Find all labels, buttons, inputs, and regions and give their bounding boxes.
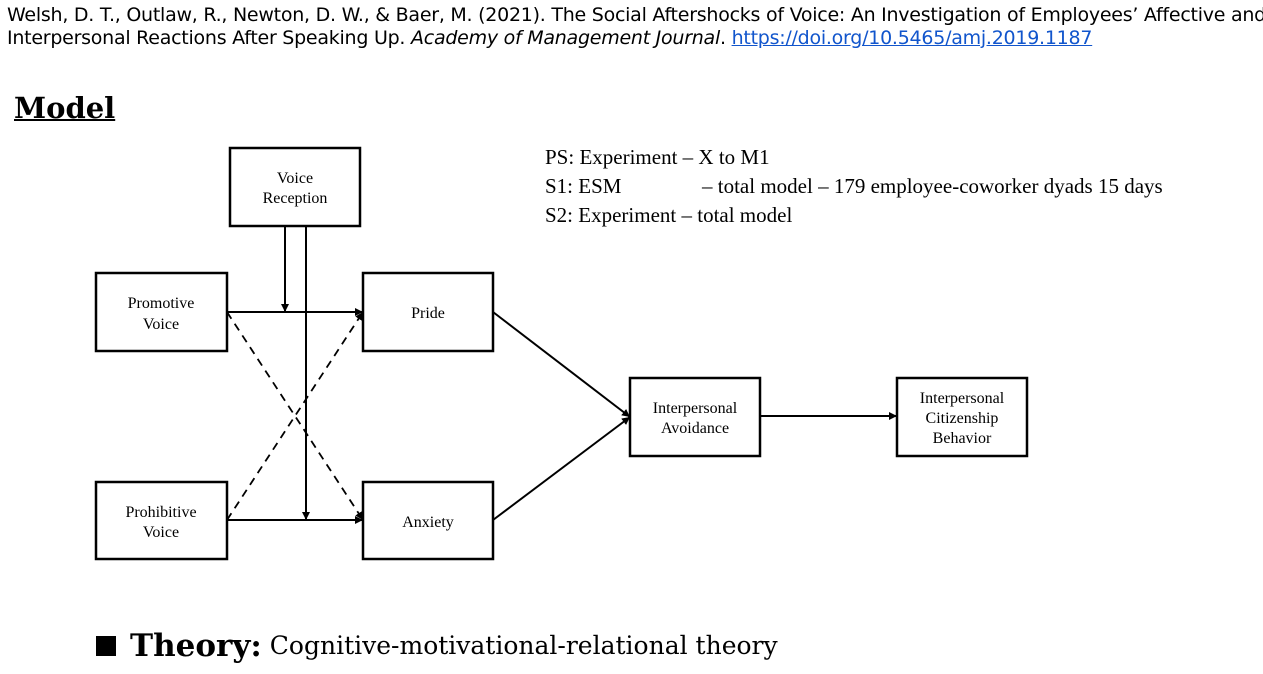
arrow-anxiety-to-avoidance [492, 416, 631, 521]
model-heading: Model [14, 91, 116, 125]
pride-label: Pride [411, 305, 445, 322]
citation-journal: Academy of Management Journal [411, 27, 720, 49]
study-ps-label: PS: Experiment [545, 145, 678, 169]
doi-link[interactable]: https://doi.org/10.5465/amj.2019.1187 [731, 27, 1093, 49]
interpersonal-avoidance-box [628, 376, 762, 458]
prohibitive-voice-box [94, 480, 229, 561]
square-bullet-icon [96, 636, 116, 656]
citation-line-1: Welsh, D. T., Outlaw, R., Newton, D. W.,… [7, 4, 1263, 26]
study-ps-desc: – X to M1 [682, 145, 770, 169]
study-s2-label: S2: Experiment [545, 203, 677, 227]
voice-reception-label-1: Voice [277, 170, 313, 187]
study-list: PS: Experiment – X to M1 S1: ESM – total … [545, 143, 1163, 230]
theory-value: Cognitive-motivational-relational theory [269, 631, 778, 660]
study-s2-desc: – total model [681, 203, 793, 227]
promotive-voice-label-1: Promotive [128, 295, 195, 312]
promotive-voice-label-2: Voice [143, 316, 179, 333]
study-s1-label: S1: ESM [545, 174, 622, 198]
theory-line: Theory: Cognitive-motivational-relationa… [96, 626, 778, 666]
voice-reception-box [228, 146, 362, 228]
citation: Welsh, D. T., Outlaw, R., Newton, D. W.,… [7, 4, 1263, 50]
study-ps: PS: Experiment – X to M1 [545, 143, 1163, 172]
citation-line-2: Interpersonal Reactions After Speaking U… [7, 27, 1093, 49]
prohibitive-voice-label-1: Prohibitive [125, 504, 196, 521]
study-s1: S1: ESM – total model – 179 employee-cowo… [545, 172, 1163, 201]
icb-label-3: Behavior [933, 430, 992, 447]
promotive-voice-box [94, 271, 229, 353]
pride-box [361, 271, 495, 353]
arrow-pride-to-avoidance [492, 311, 631, 418]
anxiety-box [361, 480, 495, 561]
citation-title-cont: Interpersonal Reactions After Speaking U… [7, 27, 406, 49]
interpersonal-avoidance-label-2: Avoidance [661, 420, 729, 437]
anxiety-label: Anxiety [402, 514, 454, 531]
theory-label: Theory: [130, 628, 262, 664]
study-s1-desc: – total model – 179 employee-coworker dy… [702, 174, 1163, 198]
icb-label-1: Interpersonal [920, 390, 1005, 407]
interpersonal-citizenship-behavior-box [895, 376, 1029, 458]
study-s2: S2: Experiment – total model [545, 201, 1163, 230]
icb-label-2: Citizenship [926, 410, 999, 427]
interpersonal-avoidance-label-1: Interpersonal [653, 400, 738, 417]
voice-reception-label-2: Reception [263, 190, 328, 207]
prohibitive-voice-label-2: Voice [143, 524, 179, 541]
